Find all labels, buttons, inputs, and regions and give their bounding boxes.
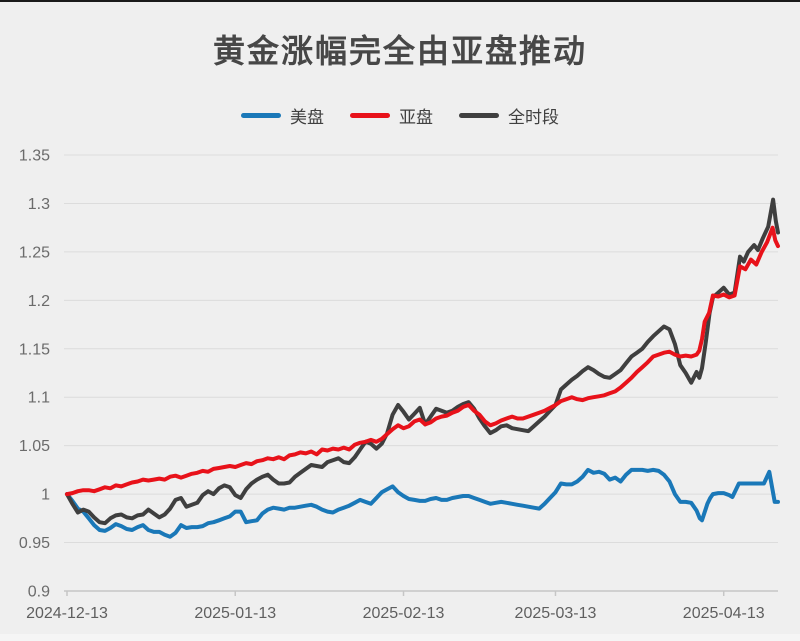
- y-tick-label: 0.95: [19, 535, 50, 552]
- line-us-session: [65, 467, 780, 539]
- asia-session-line-swatch-icon: [350, 113, 390, 118]
- x-tick-label: 2025-01-13: [194, 605, 276, 622]
- y-tick-label: 1.25: [19, 244, 50, 261]
- line-asia-session: [65, 225, 780, 497]
- y-tick-label: 1.2: [28, 293, 50, 310]
- legend-label-us-session: 美盘: [290, 108, 324, 127]
- legend-item-asia-session: 亚盘: [350, 103, 433, 128]
- legend-item-all-hours: 全时段: [459, 103, 559, 128]
- chart-legend: 美盘 亚盘 全时段: [0, 103, 800, 128]
- y-tick-label: 0.9: [28, 584, 50, 601]
- x-tick-label: 2024-12-13: [26, 605, 108, 622]
- y-tick-label: 1.15: [19, 341, 50, 358]
- us-session-line-swatch-icon: [241, 113, 281, 118]
- legend-label-asia-session: 亚盘: [399, 108, 433, 127]
- chart-title: 黄金涨幅完全由亚盘推动: [212, 33, 587, 69]
- legend-label-all-hours: 全时段: [508, 108, 559, 127]
- y-tick-label: 1: [41, 487, 50, 504]
- y-tick-label: 1.35: [19, 148, 50, 165]
- x-tick-label: 2025-04-13: [683, 605, 765, 622]
- window-bottom-edge: [0, 634, 800, 641]
- legend-item-us-session: 美盘: [241, 103, 324, 128]
- x-tick-label: 2025-03-13: [515, 605, 597, 622]
- x-tick-label: 2025-02-13: [363, 605, 445, 622]
- all-hours-line-swatch-icon: [459, 113, 499, 118]
- window-top-edge: [0, 0, 800, 2]
- y-tick-label: 1.05: [19, 438, 50, 455]
- y-tick-label: 1.1: [28, 390, 50, 407]
- y-tick-label: 1.3: [28, 196, 50, 213]
